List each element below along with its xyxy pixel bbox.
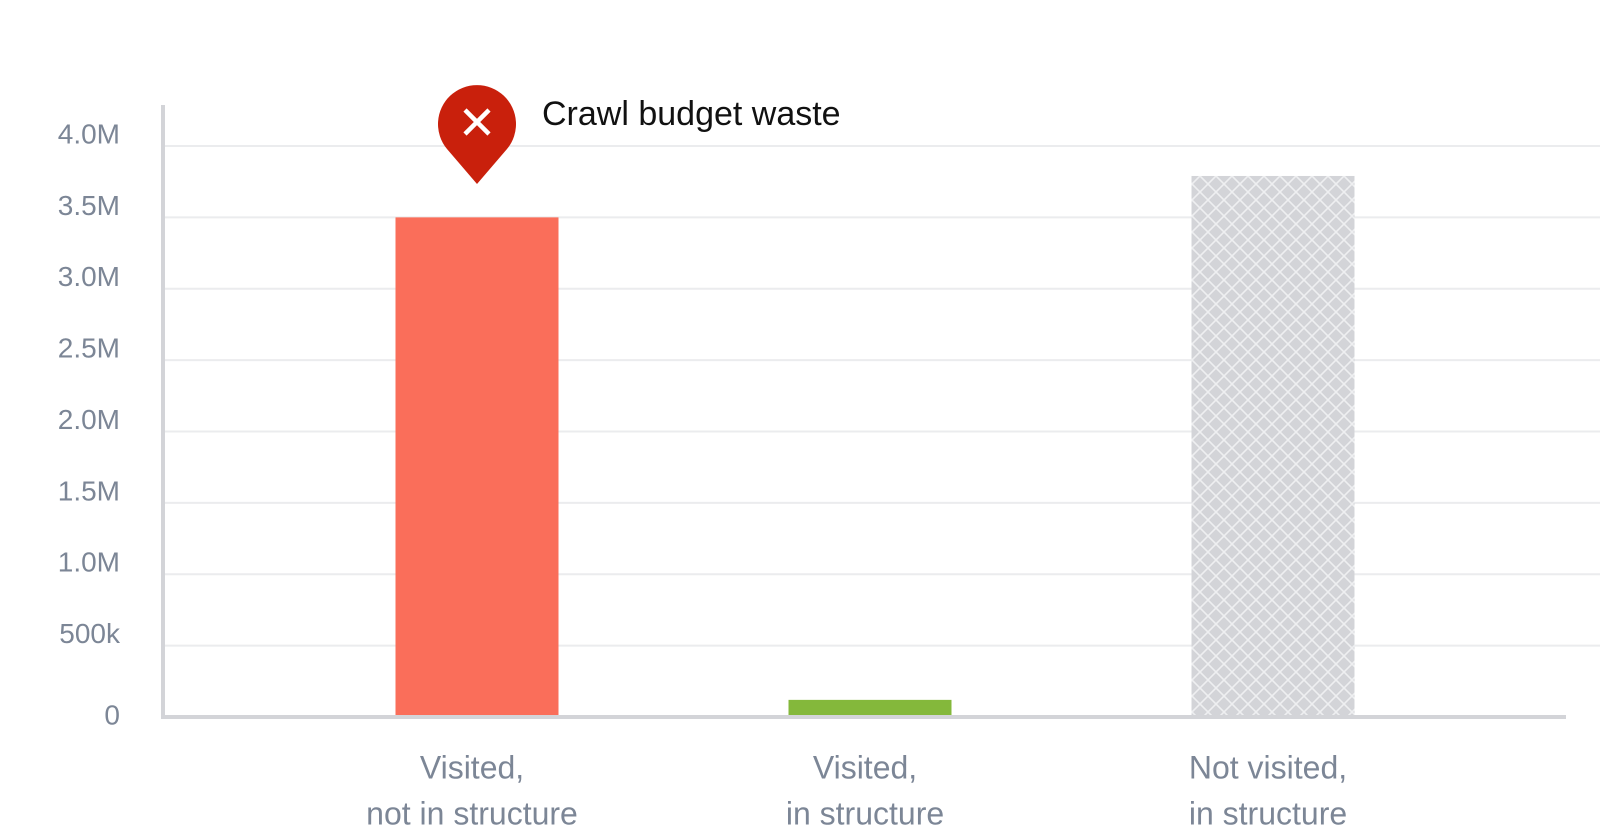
bar — [1191, 175, 1355, 716]
y-tick-label: 2.5M — [58, 333, 120, 364]
y-tick-label: 3.0M — [58, 261, 120, 292]
bar — [395, 217, 559, 715]
x-tick-label: in structure — [1189, 795, 1347, 831]
y-tick-label: 0 — [104, 699, 120, 730]
x-tick-label: Not visited, — [1189, 749, 1347, 785]
x-tick-label: in structure — [786, 795, 944, 831]
y-tick-label: 1.0M — [58, 547, 120, 578]
x-tick-label: Visited, — [813, 749, 917, 785]
y-tick-label: 1.5M — [58, 475, 120, 506]
y-tick-label: 3.5M — [58, 190, 120, 221]
bar — [788, 699, 952, 715]
x-tick-label: Visited, — [420, 749, 524, 785]
marker-pin — [438, 85, 516, 184]
y-tick-label: 2.0M — [58, 404, 120, 435]
annotation-text: Crawl budget waste — [542, 95, 841, 133]
y-tick-label: 500k — [59, 618, 121, 649]
marker-x — [463, 108, 491, 136]
x-tick-label: not in structure — [366, 795, 578, 831]
y-tick-label: 4.0M — [58, 118, 120, 149]
annotation-marker — [438, 85, 516, 184]
